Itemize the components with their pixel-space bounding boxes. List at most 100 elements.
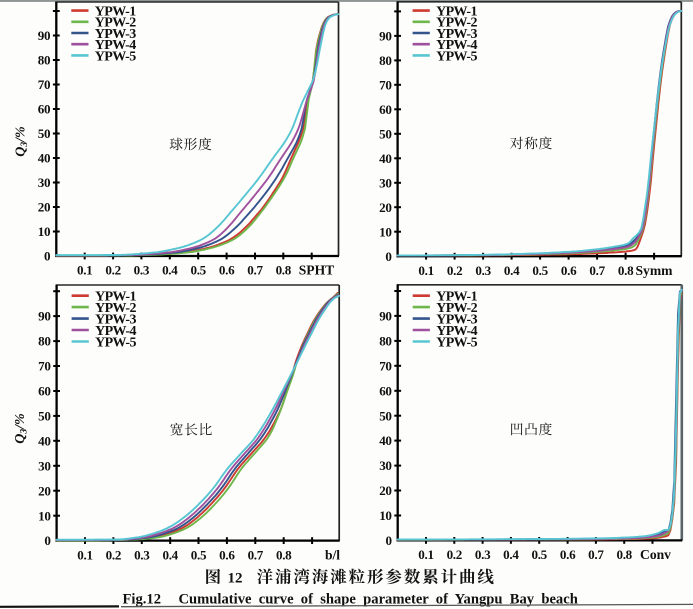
svg-text:Fig.12: Fig.12 (123, 592, 162, 608)
svg-text:10: 10 (379, 508, 392, 523)
svg-text:YPW-2: YPW-2 (95, 16, 136, 31)
svg-text:Q3/%: Q3/% (14, 126, 31, 156)
svg-text:Cumulative curve of shape para: Cumulative curve of shape parameter of Y… (179, 592, 578, 608)
svg-text:0.2: 0.2 (106, 547, 121, 562)
svg-text:0.7: 0.7 (248, 547, 264, 562)
svg-text:80: 80 (379, 53, 392, 68)
svg-text:40: 40 (379, 433, 392, 448)
svg-text:50: 50 (38, 126, 51, 141)
svg-text:0.4: 0.4 (503, 547, 519, 562)
svg-text:0.2: 0.2 (447, 547, 462, 562)
svg-text:0.5: 0.5 (531, 547, 547, 562)
svg-text:YPW-1: YPW-1 (436, 290, 477, 305)
svg-text:0.5: 0.5 (191, 547, 207, 562)
svg-text:Q3/%: Q3/% (13, 413, 30, 443)
svg-text:0.8: 0.8 (616, 547, 632, 562)
svg-text:0.4: 0.4 (162, 263, 178, 278)
svg-text:YPW-3: YPW-3 (436, 313, 477, 328)
svg-text:30: 30 (379, 175, 392, 190)
svg-text:0: 0 (44, 533, 51, 548)
svg-text:70: 70 (38, 359, 51, 374)
svg-text:60: 60 (38, 102, 51, 117)
svg-text:90: 90 (379, 309, 392, 324)
svg-text:YPW-3: YPW-3 (95, 313, 136, 328)
svg-text:70: 70 (379, 358, 392, 373)
svg-text:70: 70 (38, 77, 51, 92)
svg-text:Symm: Symm (635, 263, 673, 278)
svg-text:50: 50 (38, 409, 51, 424)
svg-text:YPW-1: YPW-1 (95, 5, 136, 20)
svg-text:0.5: 0.5 (190, 263, 206, 278)
svg-text:0.4: 0.4 (162, 547, 178, 562)
svg-text:30: 30 (38, 175, 51, 190)
svg-text:10: 10 (38, 508, 51, 523)
svg-text:0.8: 0.8 (618, 263, 634, 278)
svg-text:20: 20 (38, 483, 51, 498)
svg-text:YPW-4: YPW-4 (436, 324, 477, 339)
svg-text:0.3: 0.3 (134, 263, 150, 278)
svg-text:0.1: 0.1 (418, 263, 433, 278)
svg-text:0.1: 0.1 (77, 547, 92, 562)
svg-text:60: 60 (379, 383, 392, 398)
svg-text:0.6: 0.6 (560, 547, 576, 562)
svg-text:0.8: 0.8 (276, 263, 292, 278)
svg-text:30: 30 (379, 458, 392, 473)
svg-text:10: 10 (38, 224, 51, 239)
svg-text:0.8: 0.8 (276, 547, 292, 562)
svg-text:YPW-2: YPW-2 (436, 16, 477, 31)
svg-text:20: 20 (379, 200, 392, 215)
svg-text:0.7: 0.7 (588, 547, 604, 562)
svg-text:0.6: 0.6 (219, 263, 235, 278)
svg-text:90: 90 (38, 28, 51, 43)
svg-text:10: 10 (379, 224, 392, 239)
svg-text:90: 90 (379, 29, 392, 44)
svg-text:20: 20 (38, 200, 51, 215)
svg-text:70: 70 (379, 77, 392, 92)
svg-text:0.1: 0.1 (418, 547, 433, 562)
svg-text:0.6: 0.6 (219, 547, 235, 562)
svg-text:YPW-3: YPW-3 (436, 27, 477, 42)
svg-text:30: 30 (38, 458, 51, 473)
svg-text:0.5: 0.5 (532, 263, 548, 278)
svg-text:0.3: 0.3 (475, 547, 491, 562)
svg-text:0.1: 0.1 (77, 263, 92, 278)
svg-text:YPW-1: YPW-1 (436, 5, 477, 20)
svg-text:0: 0 (385, 533, 392, 548)
svg-text:50: 50 (379, 408, 392, 423)
svg-text:80: 80 (38, 53, 51, 68)
svg-text:0: 0 (44, 249, 51, 264)
svg-text:0.3: 0.3 (134, 547, 150, 562)
svg-text:YPW-5: YPW-5 (95, 335, 136, 350)
svg-text:80: 80 (379, 334, 392, 349)
svg-text:40: 40 (38, 433, 51, 448)
svg-text:YPW-5: YPW-5 (436, 49, 477, 64)
svg-text:0.3: 0.3 (475, 263, 491, 278)
svg-text:20: 20 (379, 483, 392, 498)
svg-text:YPW-2: YPW-2 (95, 301, 136, 316)
svg-text:80: 80 (38, 334, 51, 349)
svg-text:YPW-3: YPW-3 (95, 27, 136, 42)
svg-text:0.4: 0.4 (504, 263, 520, 278)
svg-text:Conv: Conv (640, 547, 671, 562)
svg-text:YPW-1: YPW-1 (95, 290, 136, 305)
svg-text:40: 40 (38, 151, 51, 166)
svg-text:50: 50 (379, 126, 392, 141)
svg-text:12: 12 (228, 570, 243, 586)
svg-text:SPHT: SPHT (299, 263, 335, 278)
svg-text:60: 60 (379, 102, 392, 117)
svg-text:0.7: 0.7 (247, 263, 263, 278)
svg-text:0.2: 0.2 (447, 263, 462, 278)
svg-text:0: 0 (385, 249, 392, 264)
svg-text:YPW-5: YPW-5 (95, 49, 136, 64)
svg-text:YPW-5: YPW-5 (436, 335, 477, 350)
svg-text:90: 90 (38, 309, 51, 324)
svg-text:b/l: b/l (325, 547, 340, 562)
svg-text:YPW-2: YPW-2 (436, 301, 477, 316)
svg-text:0.2: 0.2 (105, 263, 120, 278)
svg-text:0.7: 0.7 (589, 263, 605, 278)
svg-text:40: 40 (379, 151, 392, 166)
svg-text:0.6: 0.6 (561, 263, 577, 278)
svg-text:YPW-4: YPW-4 (436, 38, 477, 53)
svg-text:YPW-4: YPW-4 (95, 324, 136, 339)
svg-text:60: 60 (38, 384, 51, 399)
